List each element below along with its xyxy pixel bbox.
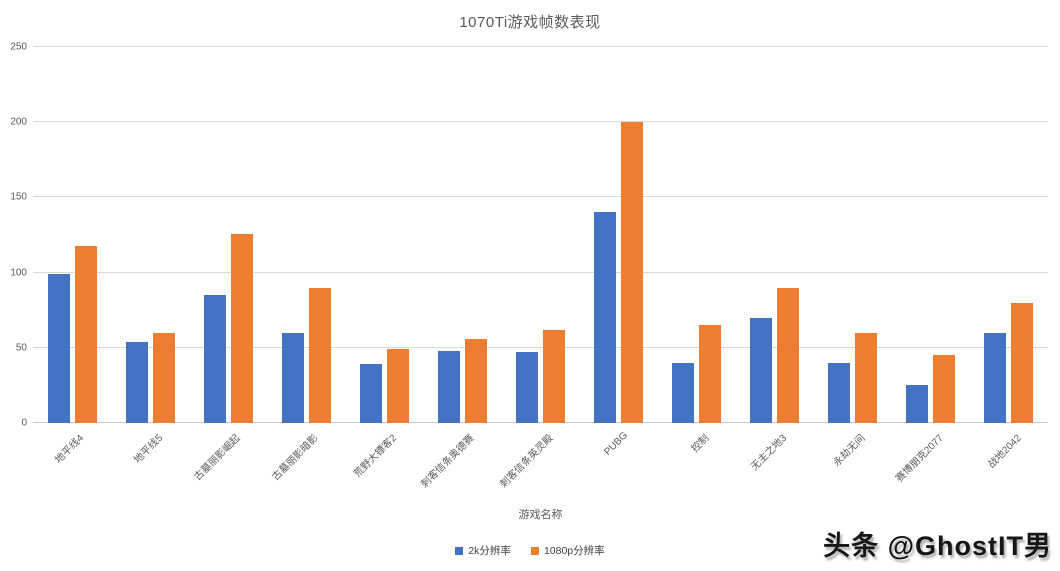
y-axis-tick-label: 100	[10, 267, 27, 279]
bar-1080p分辨率-战地2042	[1011, 302, 1034, 423]
bar-group	[33, 47, 111, 423]
plot-area	[33, 46, 1048, 423]
x-axis-category-label: 地平线5	[131, 432, 165, 466]
bar-group	[189, 47, 267, 423]
y-axis-tick-label: 0	[21, 417, 27, 429]
legend-swatch-icon	[455, 546, 464, 555]
bar-group	[580, 47, 658, 423]
bar-1080p分辨率-刺客信条英灵殿	[543, 329, 565, 423]
bar-2k分辨率-PUBG	[594, 212, 617, 423]
bar-1080p分辨率-古墓丽影暗影	[308, 287, 331, 423]
x-axis-category-label: 无主之地3	[749, 432, 790, 473]
chart-title: 1070Ti游戏帧数表现	[459, 14, 601, 31]
bar-group	[736, 47, 814, 423]
bar-group	[658, 47, 736, 423]
x-axis-line	[33, 422, 1048, 423]
watermark: 头条 @GhostIT男	[823, 531, 1052, 561]
x-axis-category-label: 刺客信条奥德赛	[419, 432, 478, 491]
y-axis-tick-label: 50	[15, 342, 27, 354]
legend-item-1080p分辨率: 1080p分辨率	[530, 543, 605, 558]
bars-container	[33, 47, 1048, 423]
bar-2k分辨率-刺客信条英灵殿	[516, 352, 538, 423]
x-axis-category-label: 地平线4	[53, 432, 87, 466]
legend-item-2k分辨率: 2k分辨率	[455, 543, 511, 558]
bar-2k分辨率-永劫无间	[828, 362, 851, 423]
x-axis-category-label: 战地2042	[985, 432, 1024, 471]
gridline	[33, 121, 1048, 123]
bar-2k分辨率-战地2042	[984, 332, 1007, 423]
bar-1080p分辨率-地平线5	[152, 332, 175, 423]
gridline	[33, 46, 1048, 47]
y-axis-tick-label: 200	[10, 116, 27, 128]
legend-label: 2k分辨率	[468, 545, 511, 557]
bar-1080p分辨率-赛博朋克2077	[933, 355, 956, 423]
x-axis-category-label: 荒野大镖客2	[351, 432, 399, 480]
legend: 2k分辨率 1080p分辨率	[0, 543, 1060, 558]
x-axis-category-label: 永劫无间	[831, 432, 868, 469]
y-axis-tick-label: 150	[10, 191, 27, 203]
bar-1080p分辨率-无主之地3	[777, 287, 800, 423]
x-axis-category-label: 刺客信条英灵殿	[497, 432, 556, 491]
legend-label: 1080p分辨率	[543, 545, 605, 557]
x-axis-title: 游戏名称	[518, 509, 563, 521]
bar-1080p分辨率-荒野大镖客2	[386, 349, 409, 423]
bar-1080p分辨率-古墓丽影崛起	[230, 233, 253, 423]
bar-group	[892, 47, 970, 423]
bar-2k分辨率-无主之地3	[750, 317, 773, 423]
bar-1080p分辨率-控制	[699, 325, 722, 423]
bar-group	[970, 47, 1048, 423]
gridline	[33, 346, 1048, 348]
x-axis-category-label: PUBG	[602, 430, 631, 458]
bar-group	[345, 47, 423, 423]
bar-2k分辨率-地平线4	[47, 274, 70, 423]
x-axis-category-label: 古墓丽影暗影	[270, 432, 321, 484]
bar-2k分辨率-地平线5	[125, 341, 148, 423]
gridline	[33, 196, 1048, 198]
gridline	[33, 271, 1048, 273]
bar-2k分辨率-赛博朋克2077	[906, 385, 929, 423]
bar-group	[814, 47, 892, 423]
bar-1080p分辨率-PUBG	[621, 122, 644, 423]
legend-swatch-icon	[530, 546, 539, 555]
bar-2k分辨率-荒野大镖客2	[359, 364, 382, 423]
bar-2k分辨率-古墓丽影崛起	[203, 295, 226, 423]
bar-group	[501, 47, 579, 423]
bar-2k分辨率-控制	[672, 362, 695, 423]
bar-group	[267, 47, 345, 423]
bar-1080p分辨率-刺客信条奥德赛	[464, 338, 487, 423]
bar-1080p分辨率-地平线4	[74, 245, 97, 423]
x-axis-category-label: 古墓丽影崛起	[192, 432, 243, 484]
y-axis-tick-labels: 0 50 100 150 200 250	[0, 42, 27, 429]
bar-group	[423, 47, 501, 423]
bar-group	[111, 47, 189, 423]
y-axis-tick-label: 250	[10, 41, 27, 53]
x-axis-category-labels: 地平线4 地平线5 古墓丽影崛起 古墓丽影暗影 荒野大镖客2 刺客信条奥德赛 刺客信条英灵殿…	[33, 430, 1048, 510]
x-axis-category-label: 赛博朋克2077	[893, 432, 946, 485]
x-axis-category-label: 控制	[689, 432, 712, 455]
bar-2k分辨率-古墓丽影暗影	[281, 332, 304, 423]
bar-2k分辨率-刺客信条奥德赛	[437, 350, 460, 423]
bar-1080p分辨率-永劫无间	[855, 332, 878, 423]
